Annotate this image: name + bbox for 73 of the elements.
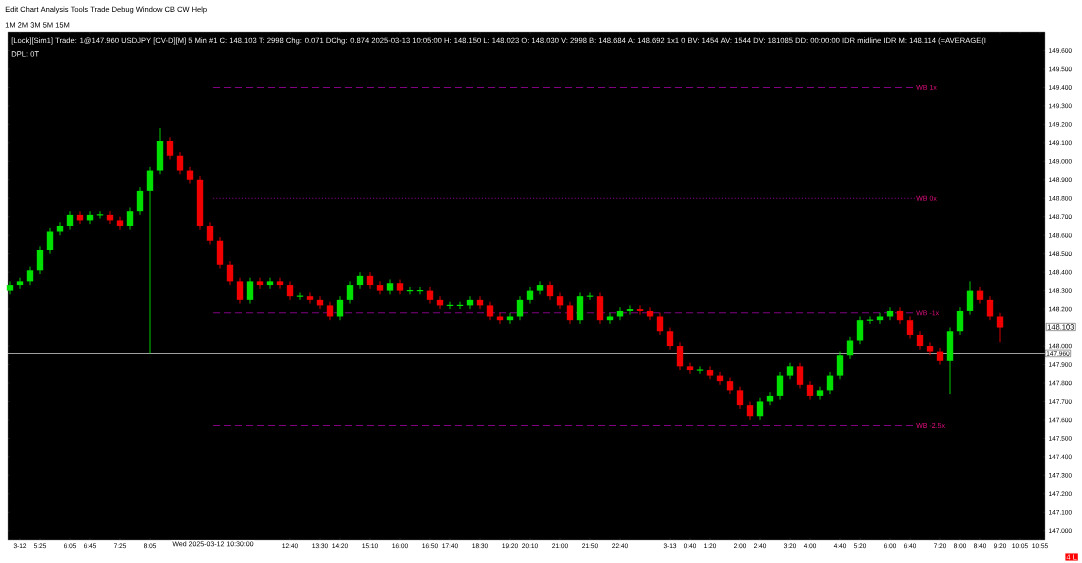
- candlestick: [286, 280, 294, 301]
- candlestick: [266, 277, 274, 290]
- candlestick: [876, 312, 884, 325]
- candlestick: [706, 365, 714, 380]
- candlestick: [486, 301, 494, 321]
- candlestick: [166, 136, 174, 160]
- candlestick: [186, 166, 194, 184]
- candlestick: [226, 260, 234, 286]
- candlestick: [656, 312, 664, 336]
- candlestick: [546, 280, 554, 301]
- candlestick: [936, 347, 944, 365]
- candlestick: [56, 221, 64, 236]
- candlestick: [356, 271, 364, 290]
- candlestick: [556, 292, 564, 310]
- candlestick: [996, 312, 1004, 343]
- candlestick: [146, 166, 154, 354]
- candlestick: [346, 280, 354, 304]
- candlestick: [696, 365, 704, 375]
- candlestick: [386, 279, 394, 295]
- candlestick: [66, 210, 74, 231]
- candlestick: [536, 280, 544, 295]
- candlestick: [46, 227, 54, 255]
- candlestick: [376, 280, 384, 295]
- candlestick: [976, 286, 984, 304]
- candlestick: [966, 280, 974, 316]
- candlestick: [666, 327, 674, 351]
- candlestick: [836, 351, 844, 380]
- candlestick: [676, 341, 684, 371]
- candlestick: [496, 312, 504, 325]
- candlestick: [426, 286, 434, 304]
- candlestick: [96, 210, 104, 220]
- candlestick: [516, 295, 524, 321]
- candlestick: [116, 216, 124, 231]
- candlestick: [6, 280, 14, 295]
- candlestick: [746, 401, 754, 421]
- candlestick: [276, 277, 284, 290]
- candlestick: [306, 292, 314, 304]
- candlestick: [26, 266, 34, 286]
- candlestick: [396, 279, 404, 295]
- candlestick: [36, 245, 44, 275]
- candlestick: [126, 207, 134, 231]
- candlestick: [926, 341, 934, 356]
- candlestick: [256, 277, 264, 290]
- candlestick: [636, 304, 644, 316]
- candlestick: [776, 371, 784, 401]
- candlestick: [846, 336, 854, 360]
- candlestick: [566, 301, 574, 325]
- candlestick: [246, 277, 254, 304]
- candlestick: [366, 271, 374, 290]
- candlestick: [726, 376, 734, 395]
- candlestick: [16, 277, 24, 290]
- candlestick: [236, 277, 244, 304]
- candlestick: [506, 312, 514, 325]
- candlestick: [176, 151, 184, 175]
- candlestick: [806, 380, 814, 401]
- candlestick: [206, 221, 214, 245]
- candlestick: [136, 186, 144, 216]
- candlestick: [896, 306, 904, 325]
- candlestick: [816, 386, 824, 401]
- candlestick: [326, 301, 334, 321]
- candlestick: [336, 295, 344, 321]
- candlestick: [756, 397, 764, 421]
- candlestick: [606, 312, 614, 325]
- candlestick: [906, 316, 914, 340]
- candlestick: [686, 362, 694, 375]
- candlestick: [916, 330, 924, 351]
- candlestick: [526, 286, 534, 304]
- candlestick: [956, 306, 964, 336]
- candlestick: [856, 316, 864, 345]
- candlestick: [626, 304, 634, 316]
- candlestick: [796, 362, 804, 389]
- candlestick: [986, 295, 994, 321]
- candlestick: [736, 386, 744, 410]
